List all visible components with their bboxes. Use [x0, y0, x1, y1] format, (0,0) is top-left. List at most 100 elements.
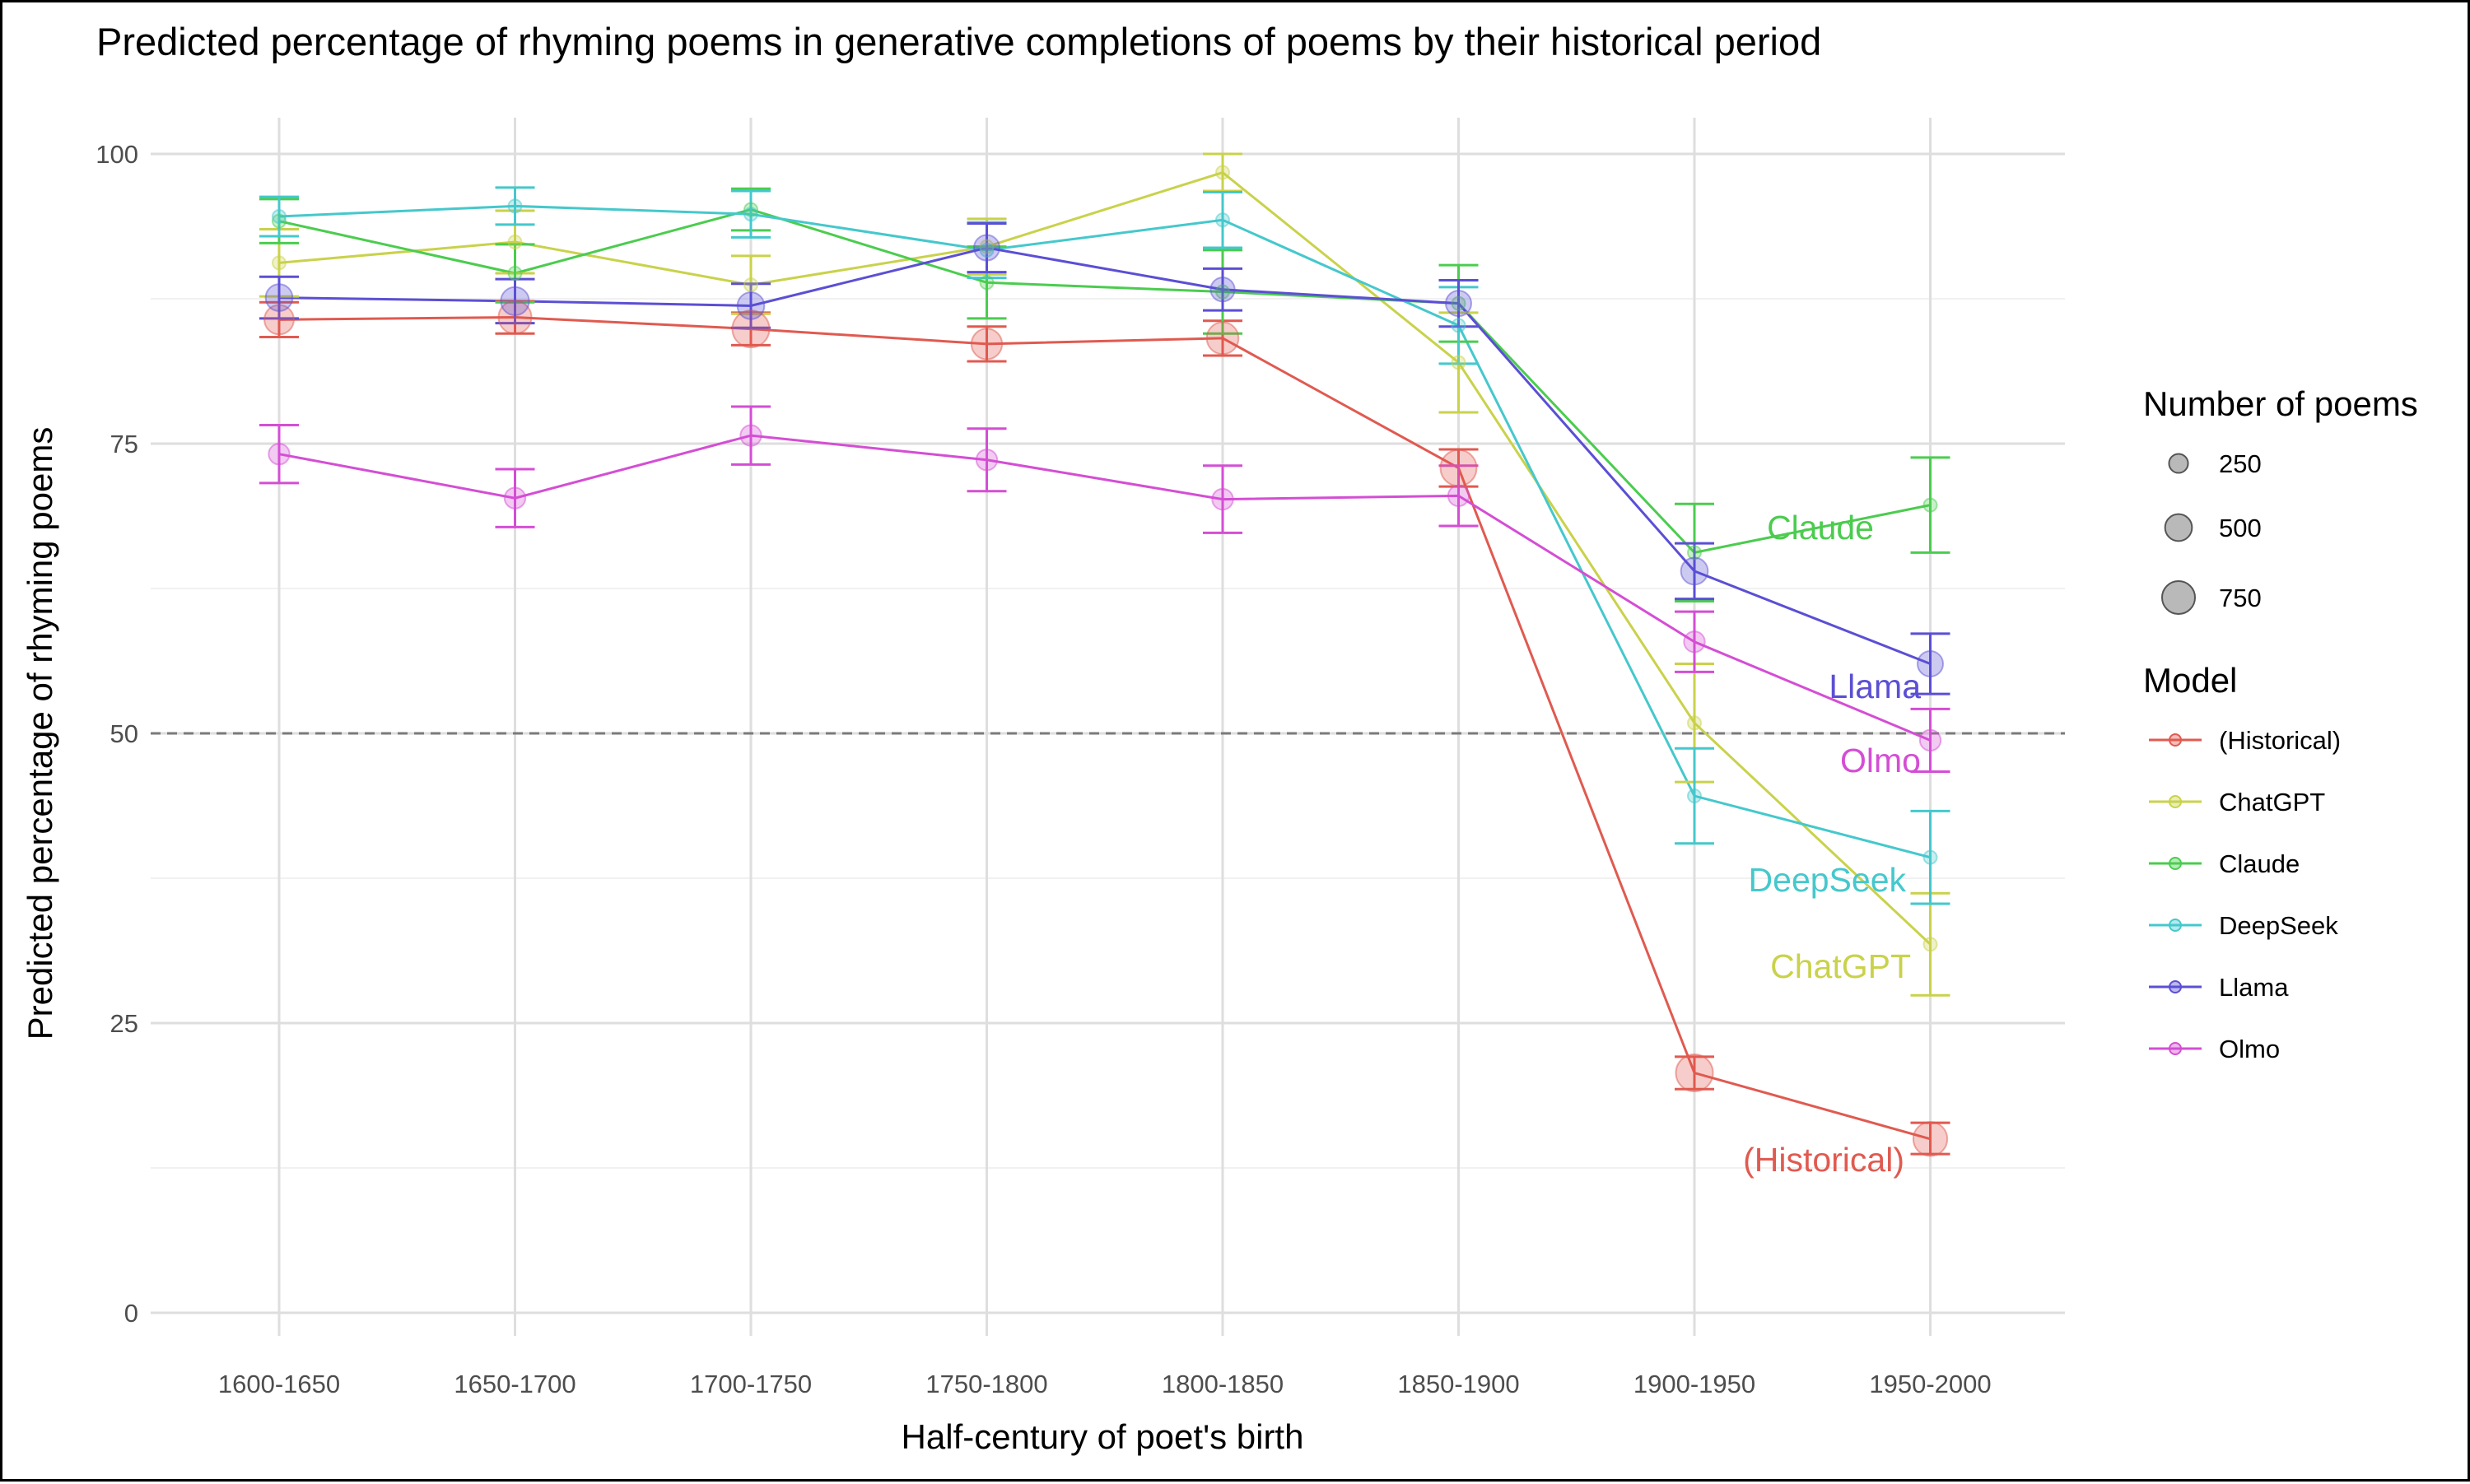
data-point-llama: [500, 286, 530, 316]
data-points: [263, 165, 1949, 1157]
data-point-claude: [743, 202, 758, 217]
data-point-claude: [979, 275, 995, 291]
data-point-llama: [1917, 650, 1944, 678]
data-point-historical: [497, 300, 533, 335]
annotation-olmo: Olmo: [1840, 742, 1921, 779]
data-point-deepseek: [1922, 849, 1938, 865]
size-legend-marker: [2161, 580, 2196, 615]
series-line-llama: [278, 246, 1932, 665]
size-legend-marker: [2168, 453, 2189, 474]
data-point-chatgpt: [1687, 715, 1702, 731]
size-legend-label: 750: [2219, 584, 2262, 612]
x-tick-label: 1850-1900: [1397, 1370, 1519, 1398]
data-point-chatgpt: [272, 255, 287, 271]
data-point-deepseek: [1451, 318, 1466, 333]
data-point-chatgpt: [1215, 165, 1230, 180]
x-tick-label: 1700-1750: [690, 1370, 812, 1398]
data-point-claude: [1451, 295, 1466, 311]
data-point-olmo: [1447, 484, 1470, 508]
color-legend-items: (Historical) ChatGPT Claude DeepSeek Llama Ol…: [2149, 726, 2341, 1063]
legend-marker-olmo: [2169, 1042, 2182, 1055]
legend-label-historical: (Historical): [2219, 726, 2341, 755]
x-tick-labels: 1600-1650 1650-1700 1700-1750 1750-1800 1800…: [218, 1370, 1992, 1398]
x-tick-label: 1800-1850: [1162, 1370, 1284, 1398]
data-point-deepseek: [1687, 789, 1702, 804]
legend-label-olmo: Olmo: [2219, 1035, 2280, 1063]
legend-marker-claude: [2169, 857, 2182, 870]
legend-marker-chatgpt: [2169, 795, 2182, 808]
y-tick-labels: 0 25 50 75 100: [96, 140, 138, 1328]
data-point-historical: [263, 304, 295, 336]
y-tick-label: 25: [110, 1009, 138, 1038]
data-point-historical: [1912, 1121, 1949, 1157]
legend-marker-historical: [2169, 733, 2182, 747]
legend-label-chatgpt: ChatGPT: [2219, 788, 2325, 816]
data-point-llama: [973, 234, 1000, 262]
x-tick-label: 1950-2000: [1869, 1370, 1991, 1398]
x-tick-label: 1750-1800: [925, 1370, 1047, 1398]
annotation-chatgpt: ChatGPT: [1770, 947, 1911, 985]
annotation-deepseek: DeepSeek: [1749, 861, 1907, 899]
x-tick-label: 1900-1950: [1633, 1370, 1755, 1398]
x-axis-label: Half-century of poet's birth: [902, 1417, 1304, 1456]
data-point-historical: [731, 309, 771, 349]
size-legend-marker: [2164, 513, 2193, 542]
data-point-chatgpt: [1451, 355, 1466, 370]
color-legend-title: Model: [2143, 661, 2237, 700]
y-tick-label: 100: [96, 140, 138, 169]
data-point-deepseek: [1215, 212, 1230, 228]
data-point-claude: [272, 213, 287, 229]
data-point-historical: [1205, 321, 1240, 356]
data-point-llama: [1680, 556, 1709, 586]
legend-label-llama: Llama: [2219, 973, 2289, 1002]
data-point-olmo: [1211, 487, 1234, 511]
data-point-chatgpt: [979, 239, 995, 254]
y-tick-label: 0: [124, 1299, 138, 1328]
series-line-historical: [278, 316, 1931, 1141]
chart-title: Predicted percentage of rhyming poems in…: [96, 20, 1821, 63]
legend-label-claude: Claude: [2219, 849, 2300, 878]
data-point-olmo: [268, 443, 291, 466]
legend-marker-llama: [2169, 980, 2182, 993]
x-tick-label: 1650-1700: [454, 1370, 576, 1398]
series-annotations: Claude Llama Olmo DeepSeek ChatGPT (Historica…: [1743, 509, 1921, 1179]
data-point-historical: [1675, 1054, 1714, 1093]
series-line-chatgpt: [278, 170, 1932, 946]
size-legend-title: Number of poems: [2143, 384, 2418, 423]
data-point-olmo: [1683, 630, 1706, 654]
data-point-chatgpt: [743, 277, 758, 293]
data-point-llama: [264, 283, 294, 312]
data-point-deepseek: [507, 198, 523, 214]
series-line-claude: [278, 208, 1931, 554]
legend: Number of poems 250 500 750 Model (Histori…: [2143, 384, 2418, 1063]
size-legend-items: 250 500 750: [2161, 449, 2262, 615]
data-point-olmo: [739, 424, 762, 447]
series-lines: [278, 170, 1932, 1141]
data-point-llama: [1445, 290, 1472, 318]
data-point-olmo: [975, 449, 999, 472]
y-tick-label: 75: [110, 430, 138, 458]
data-point-deepseek: [979, 242, 995, 258]
data-point-claude: [1215, 284, 1230, 300]
data-point-llama: [736, 291, 766, 320]
data-point-historical: [970, 328, 1004, 361]
size-legend-label: 500: [2219, 514, 2262, 542]
y-axis-label: Predicted percentage of rhyming poems: [21, 427, 59, 1040]
annotation-llama: Llama: [1829, 668, 1921, 705]
x-tick-label: 1600-1650: [218, 1370, 340, 1398]
data-point-chatgpt: [507, 235, 523, 250]
data-point-llama: [1209, 277, 1236, 303]
data-point-chatgpt: [1922, 937, 1938, 952]
annotation-claude: Claude: [1767, 509, 1874, 547]
series-line-deepseek: [278, 204, 1931, 859]
size-legend-label: 250: [2219, 449, 2262, 478]
y-tick-label: 50: [110, 719, 138, 748]
data-point-claude: [1687, 545, 1702, 561]
data-point-claude: [507, 266, 523, 281]
data-point-claude: [1922, 497, 1938, 513]
data-point-deepseek: [743, 207, 758, 222]
data-point-deepseek: [272, 209, 287, 225]
legend-label-deepseek: DeepSeek: [2219, 911, 2338, 940]
